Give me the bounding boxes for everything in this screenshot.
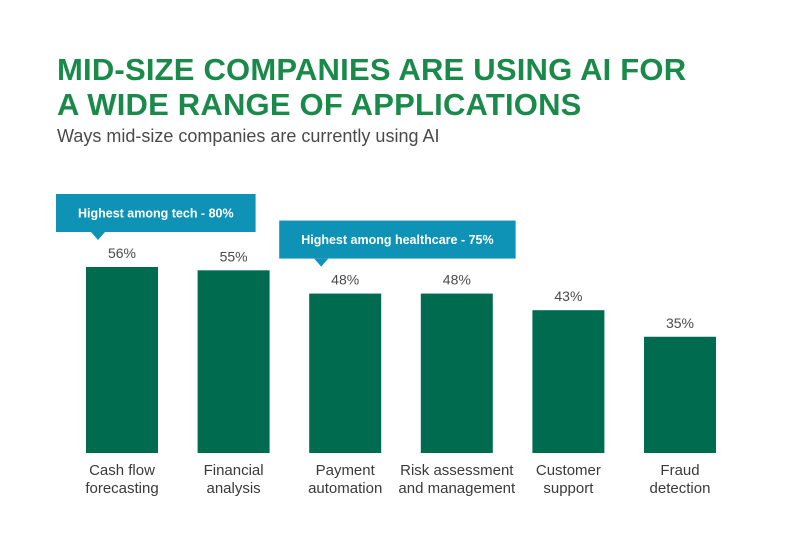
category-label-4-1: support [543,480,594,497]
category-label-1-1: analysis [206,480,260,497]
bar-5 [644,336,716,453]
category-label-2-0: Payment [316,462,376,479]
category-label-5-0: Fraud [660,462,699,479]
callout-text-1: Highest among healthcare - 75% [301,233,493,247]
category-label-4-0: Customer [536,462,601,479]
bar-3 [420,293,493,453]
callout-box-0 [56,194,256,232]
value-label-1: 55% [220,248,248,264]
category-label-3-0: Risk assessment [400,462,514,479]
bar-1 [197,270,270,453]
value-label-0: 56% [108,245,136,261]
chart-title: MID-SIZE COMPANIES ARE USING AI FOR A WI… [57,52,777,122]
callout-pointer-0 [91,232,105,240]
bar-0 [86,267,158,453]
bar-4 [532,310,605,453]
callout-1 [279,220,516,267]
value-label-3: 48% [443,272,471,288]
value-label-2: 48% [331,272,359,288]
category-label-0-0: Cash flow [89,462,155,479]
callout-pointer-1 [314,258,329,267]
category-label-3-1: and management [398,480,516,497]
category-label-0-1: forecasting [85,480,158,497]
value-label-5: 35% [666,315,694,331]
callout-text-0: Highest among tech - 80% [78,207,234,221]
category-label-2-1: automation [308,480,382,497]
category-label-1-0: Financial [204,462,264,479]
callout-0 [56,194,256,240]
value-label-4: 43% [554,288,582,304]
chart-title-line-2: A WIDE RANGE OF APPLICATIONS [57,87,582,122]
callout-box-1 [279,220,516,259]
chart-title-line-1: MID-SIZE COMPANIES ARE USING AI FOR [57,52,687,87]
bar-2 [309,293,382,453]
category-label-5-1: detection [650,480,711,497]
chart-subtitle: Ways mid-size companies are currently us… [57,126,440,146]
